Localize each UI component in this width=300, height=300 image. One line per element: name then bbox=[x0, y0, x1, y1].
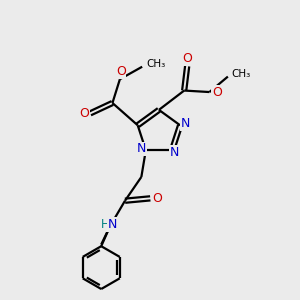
Text: N: N bbox=[181, 117, 190, 130]
Text: O: O bbox=[116, 65, 126, 78]
Text: N: N bbox=[137, 142, 146, 155]
Text: N: N bbox=[169, 146, 179, 159]
Text: H: H bbox=[100, 218, 109, 231]
Text: O: O bbox=[212, 85, 222, 98]
Text: O: O bbox=[182, 52, 192, 65]
Text: CH₃: CH₃ bbox=[146, 59, 165, 69]
Text: N: N bbox=[107, 218, 117, 231]
Text: O: O bbox=[152, 192, 162, 205]
Text: CH₃: CH₃ bbox=[232, 69, 251, 79]
Text: O: O bbox=[79, 107, 89, 120]
